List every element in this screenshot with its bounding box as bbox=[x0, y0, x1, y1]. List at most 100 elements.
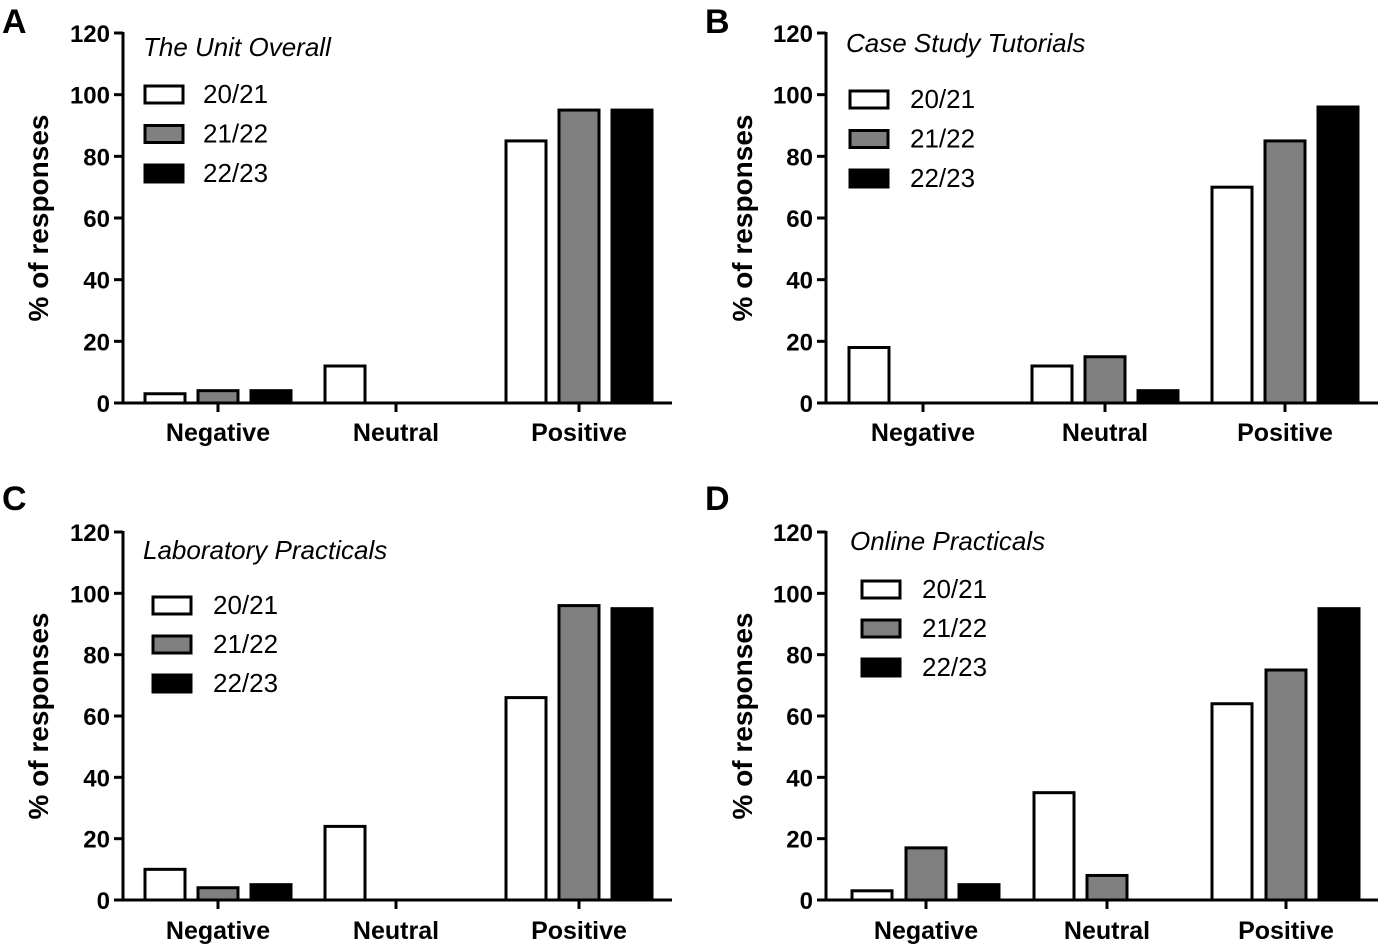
x-tick-label: Neutral bbox=[353, 419, 439, 447]
bar-positive-22-23 bbox=[1317, 607, 1361, 902]
legend: 20/21 21/22 22/23 bbox=[151, 590, 278, 698]
x-tick-label: Positive bbox=[1237, 419, 1333, 447]
x-tick-label: Negative bbox=[166, 917, 270, 945]
y-tick-label: 40 bbox=[83, 765, 110, 792]
legend-swatch bbox=[143, 84, 185, 105]
y-tick-label: 100 bbox=[773, 581, 813, 608]
chart-title: The Unit Overall bbox=[143, 32, 332, 62]
bar-negative-20-21 bbox=[143, 392, 187, 405]
y-tick-label: 0 bbox=[800, 391, 813, 418]
legend-swatch bbox=[143, 124, 185, 144]
y-axis-title: % of responses bbox=[727, 613, 758, 820]
bar-negative-21-22 bbox=[904, 846, 948, 902]
bar-positive-20-21 bbox=[1210, 185, 1254, 405]
legend: 20/21 21/22 22/23 bbox=[860, 574, 987, 682]
bar-positive-22-23 bbox=[1316, 105, 1360, 405]
bar-positive-22-23 bbox=[610, 607, 654, 902]
bar-positive-20-21 bbox=[1210, 702, 1254, 902]
legend-label: 21/22 bbox=[910, 124, 975, 154]
x-tick-label: Negative bbox=[871, 419, 975, 447]
panel-letter: A bbox=[2, 3, 27, 41]
legend-label: 20/21 bbox=[910, 84, 975, 114]
legend-label: 20/21 bbox=[203, 79, 268, 109]
y-tick-label: 0 bbox=[97, 888, 110, 915]
y-tick-label: 0 bbox=[800, 888, 813, 915]
y-tick-label: 0 bbox=[97, 391, 110, 418]
legend-swatch bbox=[860, 579, 902, 600]
legend-label: 20/21 bbox=[213, 590, 278, 620]
y-tick-label: 120 bbox=[773, 21, 813, 48]
y-tick-label: 20 bbox=[83, 329, 110, 356]
y-axis-title: % of responses bbox=[23, 115, 54, 322]
x-tick-label: Negative bbox=[166, 419, 270, 447]
legend-label: 22/23 bbox=[922, 652, 987, 682]
legend-swatch bbox=[848, 129, 890, 149]
y-tick-label: 20 bbox=[83, 827, 110, 854]
y-tick-label: 60 bbox=[83, 206, 110, 233]
y-tick-label: 80 bbox=[786, 643, 813, 670]
bar-negative-20-21 bbox=[850, 889, 894, 902]
bar-negative-20-21 bbox=[847, 346, 891, 405]
legend-label: 22/23 bbox=[203, 158, 268, 188]
y-tick-label: 80 bbox=[786, 144, 813, 171]
bar-negative-22-23 bbox=[249, 883, 293, 902]
chart-title: Laboratory Practicals bbox=[143, 535, 387, 565]
legend-swatch bbox=[860, 618, 902, 639]
panel-letter: B bbox=[705, 3, 730, 41]
bar-positive-21-22 bbox=[557, 604, 601, 902]
x-tick-label: Positive bbox=[531, 917, 627, 945]
y-tick-label: 40 bbox=[83, 268, 110, 295]
y-tick-label: 40 bbox=[786, 765, 813, 792]
chart-panel-b: B % of responses Case Study Tutorials 0 20 40… bbox=[705, 3, 1378, 447]
y-tick-label: 20 bbox=[786, 827, 813, 854]
y-tick-label: 100 bbox=[70, 581, 110, 608]
bar-neutral-20-21 bbox=[323, 824, 367, 902]
legend-label: 21/22 bbox=[922, 613, 987, 643]
bar-negative-22-23 bbox=[957, 883, 1001, 902]
y-axis-title: % of responses bbox=[23, 613, 54, 820]
legend-swatch bbox=[848, 89, 890, 110]
legend-swatch bbox=[151, 673, 193, 694]
bar-negative-21-22 bbox=[196, 389, 240, 405]
x-tick-label: Neutral bbox=[1064, 917, 1150, 945]
legend-swatch bbox=[143, 163, 185, 184]
y-axis-title: % of responses bbox=[727, 115, 758, 322]
x-tick-label: Negative bbox=[874, 917, 978, 945]
legend-label: 20/21 bbox=[922, 574, 987, 604]
bar-neutral-22-23 bbox=[1136, 389, 1180, 405]
y-tick-label: 100 bbox=[70, 83, 110, 110]
legend-swatch bbox=[151, 634, 193, 655]
chart-panel-d: D % of responses Online Practicals 0 20 40 60 8… bbox=[705, 480, 1378, 945]
y-tick-label: 60 bbox=[786, 206, 813, 233]
bar-positive-20-21 bbox=[504, 696, 548, 902]
chart-panel-c: C % of responses Laboratory Practicals 0 20 4… bbox=[2, 480, 672, 945]
y-tick-label: 60 bbox=[83, 704, 110, 731]
y-tick-label: 120 bbox=[70, 21, 110, 48]
x-tick-label: Neutral bbox=[1062, 419, 1148, 447]
bar-positive-22-23 bbox=[610, 108, 654, 405]
bar-neutral-21-22 bbox=[1085, 873, 1129, 902]
chart-title: Case Study Tutorials bbox=[846, 28, 1085, 58]
legend-swatch bbox=[848, 168, 890, 189]
bar-positive-20-21 bbox=[504, 139, 548, 405]
bar-positive-21-22 bbox=[1264, 668, 1308, 902]
legend-label: 21/22 bbox=[203, 119, 268, 149]
bar-positive-21-22 bbox=[557, 108, 601, 405]
bar-neutral-20-21 bbox=[1032, 791, 1076, 902]
bar-neutral-21-22 bbox=[1083, 355, 1127, 405]
bar-neutral-20-21 bbox=[1030, 364, 1074, 405]
legend-label: 22/23 bbox=[910, 163, 975, 193]
y-tick-label: 120 bbox=[773, 520, 813, 547]
y-tick-label: 120 bbox=[70, 520, 110, 547]
y-tick-label: 20 bbox=[786, 329, 813, 356]
chart-title: Online Practicals bbox=[850, 526, 1045, 556]
legend-label: 22/23 bbox=[213, 668, 278, 698]
chart-panel-a: A % of responses The Unit Overall 0 20 40 60 80… bbox=[2, 3, 672, 447]
y-tick-label: 80 bbox=[83, 144, 110, 171]
legend: 20/21 21/22 22/23 bbox=[143, 79, 268, 188]
x-tick-label: Positive bbox=[531, 419, 627, 447]
panel-letter: D bbox=[705, 480, 730, 518]
legend-swatch bbox=[151, 595, 193, 616]
bar-negative-20-21 bbox=[143, 867, 187, 902]
